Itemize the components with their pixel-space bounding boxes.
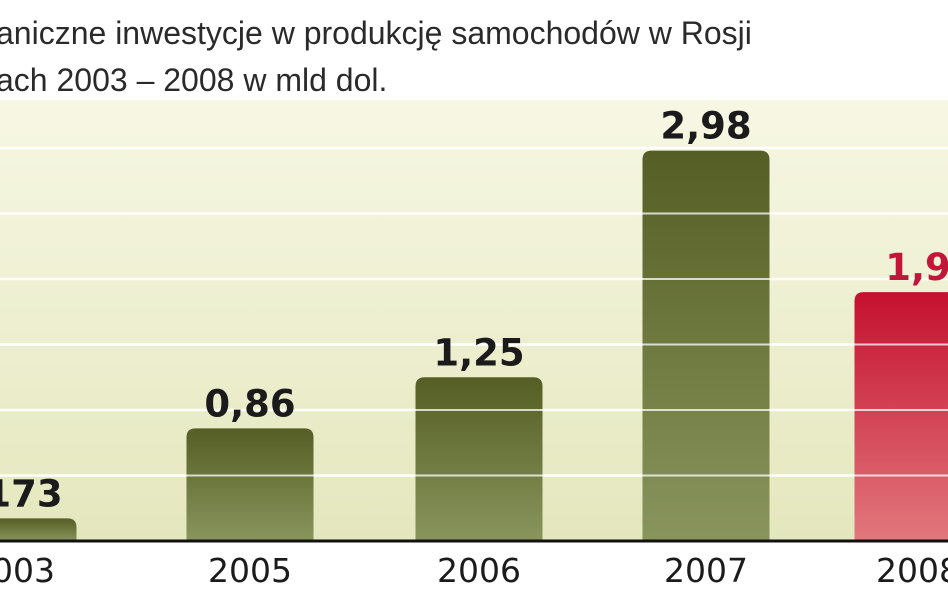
bar-2005 bbox=[186, 428, 314, 541]
category-label-2005: 2005 bbox=[208, 551, 292, 590]
chart-title-line-2: ach 2003 – 2008 w mld dol. bbox=[0, 62, 387, 98]
value-label-2006: 1,25 bbox=[433, 331, 524, 374]
chart-title-line-1: aniczne inwestycje w produkcję samochodó… bbox=[0, 15, 752, 51]
bar-2006 bbox=[415, 377, 543, 541]
bars bbox=[0, 150, 948, 541]
category-label-2003: 2003 bbox=[0, 551, 55, 590]
category-label-2007: 2007 bbox=[664, 551, 748, 590]
bar-2003 bbox=[0, 518, 77, 541]
value-label-2003: ,173 bbox=[0, 472, 63, 515]
bar-2008 bbox=[854, 292, 948, 541]
value-label-2007: 2,98 bbox=[660, 105, 751, 148]
value-labels: ,173 0,86 1,25 2,98 1,9 bbox=[0, 105, 948, 516]
value-label-2008: 1,9 bbox=[885, 246, 948, 289]
category-labels: 2003 2005 2006 2007 2008 bbox=[0, 551, 948, 590]
category-label-2008: 2008 bbox=[876, 551, 948, 590]
value-label-2005: 0,86 bbox=[204, 382, 295, 425]
bar-2007 bbox=[642, 150, 770, 541]
category-label-2006: 2006 bbox=[437, 551, 521, 590]
